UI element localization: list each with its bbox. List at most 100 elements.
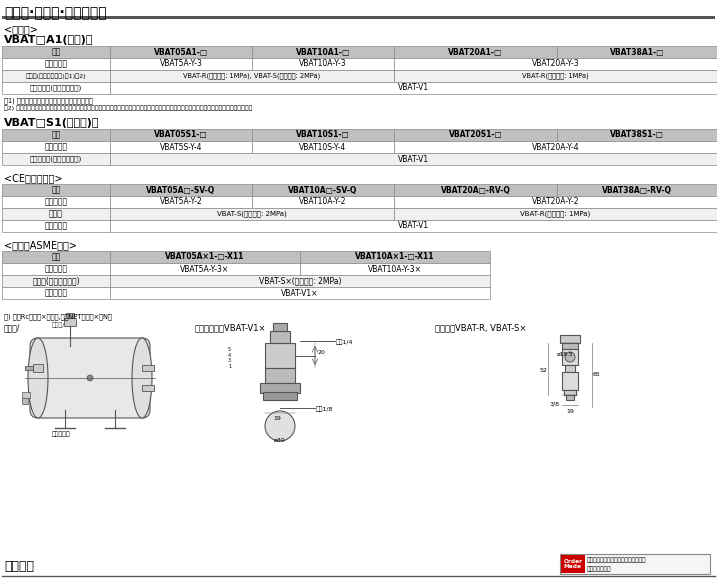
Text: 安全阀/: 安全阀/ [52, 322, 65, 328]
Text: 安全阀/: 安全阀/ [4, 323, 21, 332]
Bar [2, 82, 110, 94]
Text: VBAT10A×1-□-X11: VBAT10A×1-□-X11 [355, 253, 435, 261]
Text: 冷凝水用阀(可选项选择时): 冷凝水用阀(可选项选择时) [30, 85, 82, 91]
Bar [2, 70, 110, 82]
Bar [566, 395, 574, 400]
Bar [64, 318, 76, 326]
Text: 可选项·附件品·零部件型号: 可选项·附件品·零部件型号 [4, 6, 107, 20]
Bar [110, 70, 394, 82]
Text: 型号: 型号 [52, 253, 61, 261]
Text: ø30: ø30 [274, 438, 286, 443]
Text: VBAT5A-Y-2: VBAT5A-Y-2 [160, 197, 202, 207]
Bar [110, 208, 394, 220]
Bar [2, 46, 110, 58]
Text: Order
Made: Order Made [564, 559, 582, 569]
Text: VBAT10S1-□: VBAT10S1-□ [296, 130, 350, 140]
Text: VBAT-V1: VBAT-V1 [398, 83, 429, 93]
Text: VBAT10A-Y-3×: VBAT10A-Y-3× [368, 264, 422, 274]
Text: VBAT10S-Y-4: VBAT10S-Y-4 [300, 143, 346, 151]
Bar [394, 129, 557, 141]
Bar [394, 208, 717, 220]
Text: <不符合ASME规格>: <不符合ASME规格> [4, 240, 77, 250]
Bar [394, 141, 717, 153]
Circle shape [265, 411, 295, 441]
Bar [270, 331, 290, 343]
Text: VBAT-V1: VBAT-V1 [398, 222, 429, 230]
Bar [2, 153, 110, 165]
Bar [263, 392, 297, 400]
Text: VBAT10A1-□: VBAT10A1-□ [296, 48, 350, 56]
Text: VBAT5S-Y-4: VBAT5S-Y-4 [160, 143, 202, 151]
Text: <标准品>: <标准品> [4, 24, 38, 34]
Text: 型号: 型号 [52, 186, 61, 194]
Text: 注2) 当压力达到设定值时，安全阀自动开启，释放气罐内部的过高压力；当压力低于设定值时，安全阀关闭。按照气罐的最高使用压力选择安全阀。: 注2) 当压力达到设定值时，安全阀自动开启，释放气罐内部的过高压力；当压力低于设… [4, 105, 252, 111]
Text: VBAT05S1-□: VBAT05S1-□ [154, 130, 208, 140]
Bar [33, 364, 43, 372]
Text: 20: 20 [317, 350, 325, 355]
Bar [22, 392, 30, 398]
Bar [2, 16, 715, 19]
Text: 65: 65 [593, 372, 601, 378]
Bar [273, 323, 287, 331]
Text: 附件品组件: 附件品组件 [44, 197, 67, 207]
Bar [2, 275, 110, 287]
Text: 订制规格: 订制规格 [4, 560, 34, 573]
Bar [142, 365, 154, 371]
Bar [110, 82, 717, 94]
Text: 安全阀／VBAT-R, VBAT-S×: 安全阀／VBAT-R, VBAT-S× [435, 323, 526, 332]
Text: VBAT20A□-RV-Q: VBAT20A□-RV-Q [440, 186, 511, 194]
Bar [110, 58, 252, 70]
Bar [394, 46, 557, 58]
Bar [110, 275, 490, 287]
Text: VBAT-V1×: VBAT-V1× [281, 289, 319, 297]
Text: 安全阀: 安全阀 [49, 210, 63, 218]
Bar [110, 153, 717, 165]
Text: 请联系本公司。: 请联系本公司。 [587, 566, 612, 572]
Text: 冷凝水用阀: 冷凝水用阀 [44, 289, 67, 297]
Bar [394, 58, 717, 70]
Bar [560, 554, 710, 574]
Bar [252, 58, 394, 70]
Bar [557, 184, 717, 196]
Bar [394, 196, 717, 208]
Text: 3/8: 3/8 [550, 402, 560, 407]
Text: 冷凝水用阀(可选项选择时): 冷凝水用阀(可选项选择时) [30, 156, 82, 162]
Bar [561, 555, 585, 573]
Text: 进口1/4: 进口1/4 [336, 339, 353, 345]
Text: <CE标志适用品>: <CE标志适用品> [4, 173, 62, 183]
Bar [2, 129, 110, 141]
Bar [252, 196, 394, 208]
Text: VBAT20A1-□: VBAT20A1-□ [448, 48, 503, 56]
Text: 52: 52 [540, 367, 548, 372]
Text: 19: 19 [566, 409, 574, 414]
Text: VBAT-R(设定压力: 1MPa): VBAT-R(设定压力: 1MPa) [522, 73, 589, 79]
Text: VBAT-R(设定压力: 1MPa): VBAT-R(设定压力: 1MPa) [521, 211, 591, 217]
Text: VBAT-R(设定压力: 1MPa), VBAT-S(设定压力: 2MPa): VBAT-R(设定压力: 1MPa), VBAT-S(设定压力: 2MPa) [184, 73, 320, 79]
Text: VBAT20S1-□: VBAT20S1-□ [449, 130, 503, 140]
Bar [110, 141, 252, 153]
Text: 冷凝水用阀: 冷凝水用阀 [52, 431, 71, 436]
Ellipse shape [132, 338, 152, 418]
Text: VBAT-S(设定压力: 2MPa): VBAT-S(设定压力: 2MPa) [217, 211, 287, 217]
Bar [265, 368, 295, 383]
Text: VBAT38S1-□: VBAT38S1-□ [610, 130, 664, 140]
Text: 型号: 型号 [52, 130, 61, 140]
Bar [2, 58, 110, 70]
Bar [2, 263, 110, 275]
Bar [260, 383, 300, 393]
Bar [557, 129, 717, 141]
Text: VBAT-V1: VBAT-V1 [398, 154, 429, 164]
Bar [252, 141, 394, 153]
Bar [2, 208, 110, 220]
Text: 冷凝水用阀／VBAT-V1×: 冷凝水用阀／VBAT-V1× [195, 323, 267, 332]
Bar [2, 184, 110, 196]
Text: VBAT05A1-□: VBAT05A1-□ [154, 48, 208, 56]
Bar [142, 385, 154, 391]
Bar [110, 184, 252, 196]
Bar [110, 46, 252, 58]
FancyBboxPatch shape [30, 338, 150, 418]
Text: VBAT05A□-SV-Q: VBAT05A□-SV-Q [146, 186, 216, 194]
Bar [300, 251, 490, 263]
Bar [394, 70, 717, 82]
Text: 附件品组件: 附件品组件 [44, 59, 67, 69]
